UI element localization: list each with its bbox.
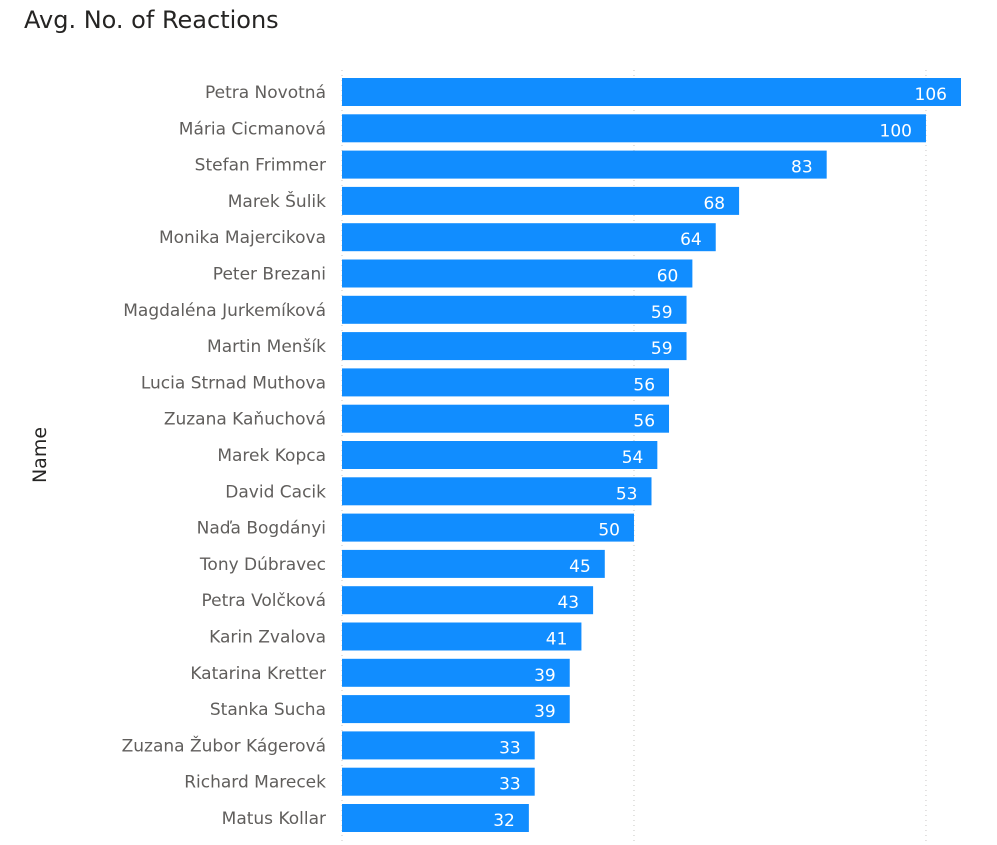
data-label: 33 [499, 775, 521, 795]
category-label: Stefan Frimmer [195, 156, 326, 176]
category-label: Zuzana Žubor Kágerová [122, 734, 326, 756]
data-label: 39 [534, 666, 556, 686]
bar[interactable] [342, 622, 582, 651]
category-label: Petra Novotná [205, 83, 326, 103]
data-label: 83 [791, 158, 813, 178]
data-label: 68 [703, 194, 725, 214]
category-labels: Petra Novotná Mária Cicmanová Stefan Frimm… [122, 83, 327, 829]
bar[interactable] [342, 332, 687, 361]
category-label: Marek Kopca [217, 446, 326, 466]
category-label: Petra Volčková [202, 591, 326, 611]
bar[interactable] [342, 441, 658, 469]
category-label: Marek Šulik [228, 190, 326, 212]
bar[interactable] [342, 295, 687, 324]
bars [342, 78, 961, 832]
data-label: 39 [534, 702, 556, 722]
data-label: 106 [915, 85, 947, 105]
category-label: David Cacik [225, 482, 326, 502]
data-label: 41 [546, 630, 568, 650]
data-label: 45 [569, 557, 591, 577]
category-label: Stanka Sucha [210, 700, 326, 720]
bar[interactable] [342, 223, 716, 252]
category-label: Katarina Kretter [190, 664, 326, 684]
data-label: 54 [622, 448, 644, 468]
data-label: 33 [499, 738, 521, 758]
bar[interactable] [342, 695, 570, 724]
bar[interactable] [342, 767, 535, 796]
data-label: 64 [680, 230, 702, 250]
bar[interactable] [342, 586, 594, 615]
data-label: 50 [598, 521, 620, 541]
category-label: Lucia Strnad Muthova [141, 373, 326, 393]
data-label: 32 [493, 811, 515, 831]
category-label: Richard Marecek [184, 773, 326, 793]
data-label: 56 [633, 412, 655, 432]
chart-title: Avg. No. of Reactions [24, 6, 279, 34]
data-label: 53 [616, 484, 638, 504]
bar[interactable] [342, 549, 605, 578]
bar[interactable] [342, 259, 693, 288]
category-label: Tony Dúbravec [199, 555, 326, 575]
category-label: Karin Zvalova [209, 628, 326, 648]
bar[interactable] [342, 186, 740, 215]
bar[interactable] [342, 804, 529, 832]
bar[interactable] [342, 658, 570, 687]
category-label: Martin Menšík [207, 337, 326, 357]
bar[interactable] [342, 78, 961, 106]
data-label: 100 [880, 121, 912, 141]
category-label: Zuzana Kaňuchová [164, 410, 326, 430]
bar[interactable] [342, 477, 652, 506]
bar[interactable] [342, 513, 634, 542]
category-label: Naďa Bogdányi [197, 519, 326, 539]
data-label: 43 [557, 593, 579, 613]
category-label: Peter Brezani [213, 265, 326, 285]
bar[interactable] [342, 368, 670, 397]
y-axis-title: Name [29, 427, 51, 483]
bar[interactable] [342, 404, 670, 433]
category-label: Mária Cicmanová [179, 119, 326, 139]
category-label: Monika Majercikova [159, 228, 326, 248]
bar[interactable] [342, 114, 926, 143]
bar[interactable] [342, 150, 827, 179]
data-label: 56 [633, 375, 655, 395]
category-label: Magdaléna Jurkemíková [123, 301, 326, 321]
bar[interactable] [342, 731, 535, 760]
data-label: 60 [657, 267, 679, 287]
data-label: 59 [651, 339, 673, 359]
data-label: 59 [651, 303, 673, 323]
category-label: Matus Kollar [222, 809, 326, 829]
